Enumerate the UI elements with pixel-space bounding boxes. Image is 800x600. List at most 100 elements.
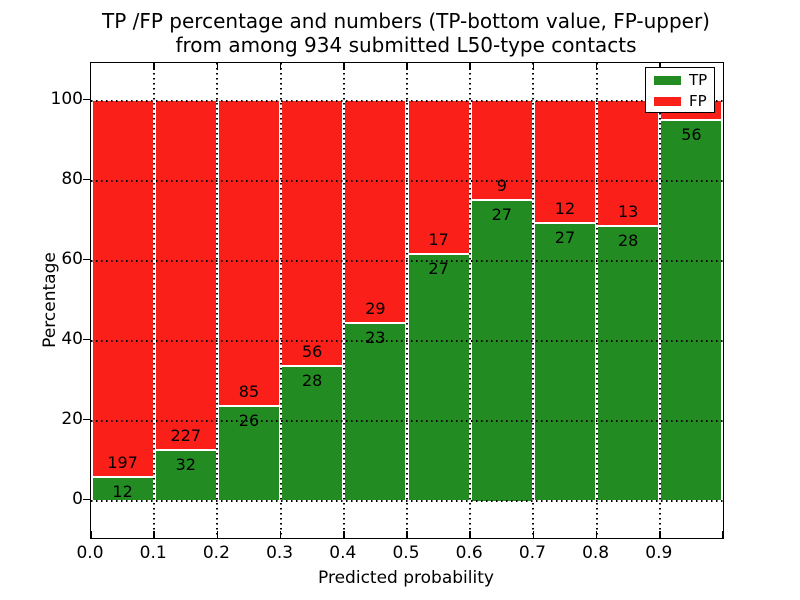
x-axis-label: Predicted probability [318, 568, 494, 588]
chart-title-line2: from among 934 submitted L50-type contac… [175, 33, 637, 57]
bar-label-fp: 17 [428, 230, 449, 250]
bar-label-fp: 56 [302, 342, 323, 362]
x-tick-top [216, 63, 219, 70]
bar-segment-fp [218, 100, 280, 405]
x-tick-top [406, 63, 408, 70]
x-tick-label: 0.6 [455, 543, 483, 563]
x-tick-bottom [659, 531, 661, 538]
y-tick-label: 80 [61, 169, 83, 189]
bar-label-fp: 227 [170, 426, 202, 446]
gridline-vertical [216, 63, 219, 538]
chart-title-line1: TP /FP percentage and numbers (TP-bottom… [102, 9, 710, 33]
x-tick-bottom [406, 531, 408, 538]
bar-label-tp: 27 [428, 259, 449, 279]
bar-segment-fp [598, 100, 659, 226]
legend-swatch-tp-icon [654, 76, 681, 85]
bar-segment-tp [534, 223, 596, 501]
y-tick-label: 100 [50, 89, 83, 109]
bar-label-fp: 9 [496, 175, 507, 195]
x-tick-label: 0.0 [76, 543, 104, 563]
x-tick-label: 0.1 [139, 543, 167, 563]
x-tick-bottom [722, 531, 724, 538]
bar-segment-tp [345, 323, 406, 501]
bar-label-tp: 27 [491, 204, 512, 224]
x-tick-top [659, 63, 661, 70]
gridline-vertical [406, 63, 408, 538]
x-tick-bottom [595, 531, 598, 538]
y-tick-label: 40 [61, 329, 83, 349]
x-tick-top [532, 63, 535, 70]
x-tick-bottom [216, 531, 219, 538]
x-tick-top [153, 63, 155, 70]
gridline-vertical [469, 63, 472, 538]
bar-label-tp: 32 [175, 455, 196, 475]
y-tick-label: 20 [61, 409, 83, 429]
bar-label-fp: 85 [238, 381, 260, 401]
bar-label-tp: 26 [238, 410, 260, 430]
gridline-vertical [532, 63, 535, 538]
bar-segment-fp [92, 100, 153, 476]
x-tick-bottom [469, 531, 471, 538]
x-tick-label: 0.9 [645, 543, 673, 563]
bar-segment-fp [155, 100, 216, 450]
gridline-vertical [658, 63, 661, 538]
bar-label-tp: 27 [554, 227, 576, 247]
y-tick-mark [83, 178, 90, 181]
bar-segment-tp [408, 255, 469, 501]
x-tick-label: 0.4 [329, 543, 357, 563]
x-tick-label: 0.5 [392, 543, 420, 563]
bar-segment-fp [345, 100, 406, 322]
bar-segment-tp [661, 120, 722, 501]
legend-swatch-fp-icon [654, 97, 681, 106]
gridline-vertical [279, 63, 282, 538]
gridline-vertical [153, 63, 156, 538]
bar-segment-fp [534, 100, 596, 222]
x-tick-bottom [532, 531, 535, 538]
legend: TP FP [645, 67, 715, 113]
legend-label-fp: FP [689, 92, 707, 110]
bar-label-fp: 29 [365, 298, 386, 318]
bar-segment-tp [92, 477, 153, 501]
x-tick-top [595, 63, 598, 70]
x-tick-label: 0.2 [202, 543, 230, 563]
gridline-vertical [342, 63, 345, 538]
bar-segment-tp [218, 406, 280, 501]
x-tick-bottom [153, 531, 155, 538]
bar-segment-tp [282, 367, 343, 501]
y-tick-mark [83, 498, 90, 501]
bar-segment-fp [282, 100, 343, 366]
x-tick-bottom [343, 531, 345, 538]
gridline-vertical [595, 63, 598, 538]
bar-label-fp: 12 [554, 198, 576, 218]
x-tick-label: 0.3 [266, 543, 294, 563]
bar-segment-fp [408, 100, 469, 254]
x-tick-label: 0.7 [518, 543, 546, 563]
x-tick-top [469, 63, 471, 70]
legend-item-tp: TP [646, 70, 714, 90]
bar-segment-tp [471, 200, 532, 501]
bar-label-tp: 12 [112, 481, 133, 501]
legend-item-fp: FP [646, 91, 714, 111]
bar-label-tp: 28 [302, 371, 323, 391]
y-tick-mark [83, 338, 90, 341]
y-tick-mark [83, 98, 90, 101]
bar-label-tp: 28 [618, 231, 639, 251]
legend-label-tp: TP [689, 71, 708, 89]
x-tick-top [279, 63, 282, 70]
bar-label-fp: 13 [618, 202, 639, 222]
bar-label-fp: 197 [107, 452, 138, 472]
bar-segment-fp [471, 100, 532, 199]
plot-area: 197 12 227 32 85 26 56 28 29 23 17 27 9 27 12 27 13 28 56 [90, 62, 724, 539]
y-tick-label: 60 [61, 249, 83, 269]
x-tick-bottom [279, 531, 282, 538]
x-tick-label: 0.8 [582, 543, 610, 563]
bar-segment-tp [155, 451, 216, 501]
x-tick-top [343, 63, 345, 70]
bar-segment-tp [598, 227, 659, 501]
x-tick-bottom [90, 531, 92, 538]
chart-title: TP /FP percentage and numbers (TP-bottom… [90, 9, 722, 57]
bar-label-tp: 23 [365, 327, 386, 347]
y-tick-label: 0 [72, 489, 83, 509]
y-tick-mark [83, 418, 90, 421]
